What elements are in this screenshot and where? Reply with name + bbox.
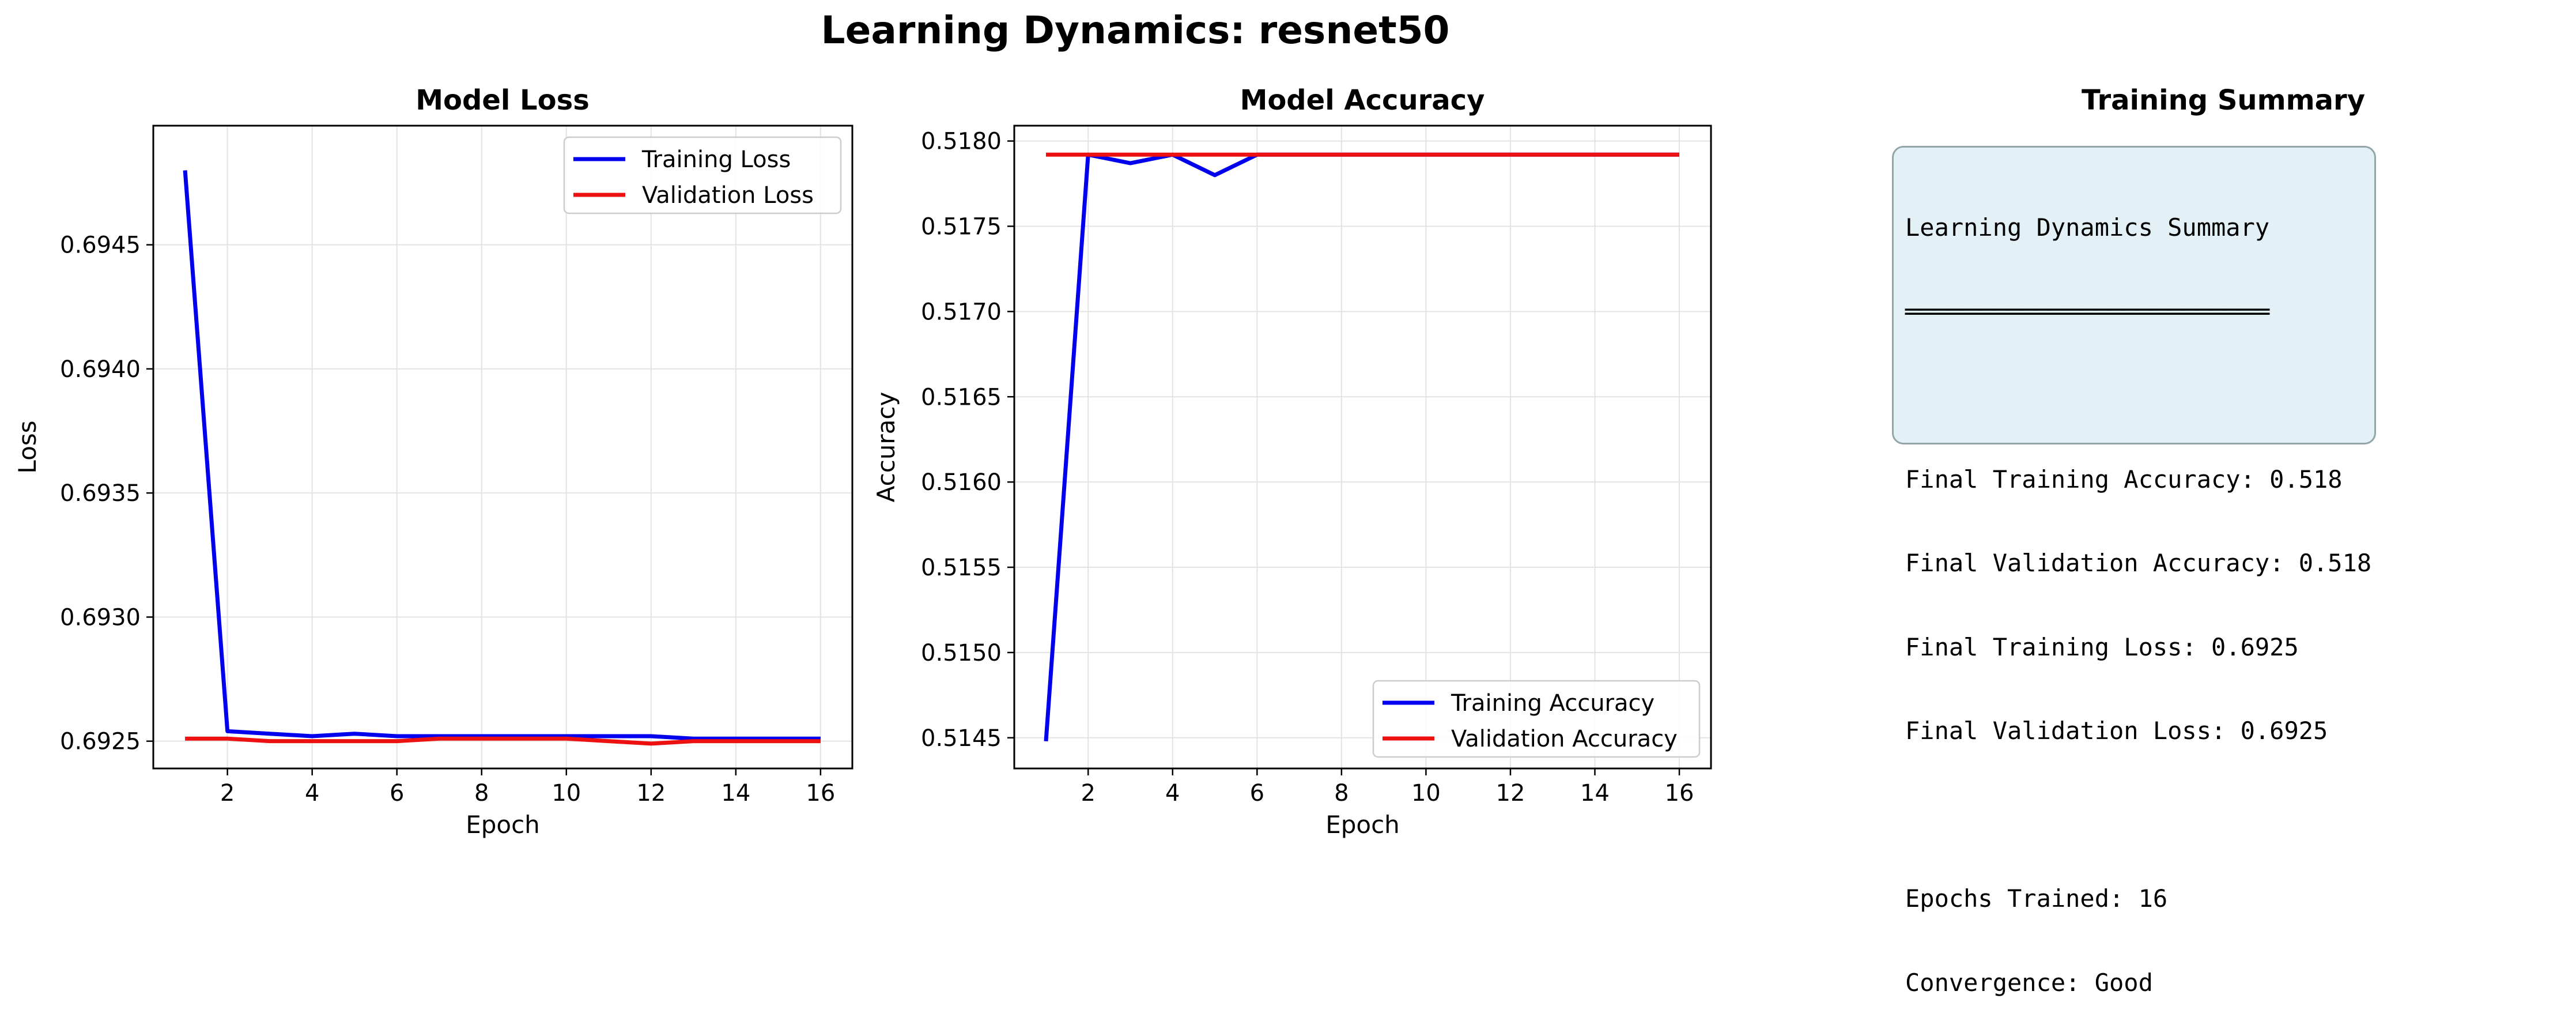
legend-label: Training Accuracy xyxy=(1451,690,1655,717)
x-tick-label: 8 xyxy=(1334,780,1349,807)
legend-label: Validation Loss xyxy=(642,182,814,209)
y-tick-label: 0.6945 xyxy=(60,232,141,259)
training-summary-box: Learning Dynamics Summary ══════════════… xyxy=(1892,146,2376,996)
legend-label: Training Loss xyxy=(641,146,791,173)
summary-line xyxy=(1905,382,2374,410)
summary-line: Final Validation Accuracy: 0.518 xyxy=(1905,549,2372,577)
y-tick-label: 0.5145 xyxy=(921,725,1002,752)
y-tick-label: 0.6925 xyxy=(60,729,141,755)
x-tick-label: 4 xyxy=(305,780,319,807)
y-axis-label: Loss xyxy=(13,420,41,473)
legend-label: Validation Accuracy xyxy=(1451,726,1678,752)
x-tick-label: 14 xyxy=(721,780,750,807)
y-tick-label: 0.5175 xyxy=(921,213,1002,240)
legend-frame xyxy=(1372,680,1701,758)
x-tick-label: 12 xyxy=(636,780,666,807)
x-tick-label: 16 xyxy=(1665,780,1694,807)
training-loss-line xyxy=(183,170,821,741)
y-tick-label: 0.5155 xyxy=(921,555,1002,581)
legend: Training Loss Validation Loss xyxy=(563,136,842,214)
chart-title: Model Loss xyxy=(416,84,590,116)
summary-line xyxy=(1905,801,2374,830)
figure: Learning Dynamics: resnet50 2 4 6 8 10 12 14 16… xyxy=(13,8,2365,839)
summary-line: Epochs Trained: 16 xyxy=(1905,884,2168,913)
y-tick-label: 0.6940 xyxy=(60,356,141,383)
summary-line: Convergence: Good xyxy=(1905,968,2153,997)
summary-line: Final Training Accuracy: 0.518 xyxy=(1905,465,2343,493)
legend-frame xyxy=(563,136,842,214)
validation-loss-line xyxy=(185,736,821,746)
x-tick-label: 14 xyxy=(1580,780,1610,807)
x-tick-label: 2 xyxy=(1081,780,1096,807)
x-tick-label: 6 xyxy=(1250,780,1264,807)
legend: Training Accuracy Validation Accuracy xyxy=(1372,680,1701,758)
x-tick-label: 12 xyxy=(1496,780,1525,807)
chart-title: Model Accuracy xyxy=(1240,84,1485,116)
y-tick-label: 0.5150 xyxy=(921,640,1002,666)
summary-title: Training Summary xyxy=(2082,84,2365,116)
y-tick-label: 0.5180 xyxy=(921,129,1002,155)
y-tick-label: 0.6930 xyxy=(60,604,141,631)
loss-chart: 2 4 6 8 10 12 14 16 0.6925 0.6930 0.6935 0.6940 0.69… xyxy=(13,84,853,839)
x-axis-label: Epoch xyxy=(466,811,540,839)
y-tick-label: 0.5165 xyxy=(921,384,1002,410)
x-tick-label: 2 xyxy=(220,780,235,807)
y-axis-label: Accuracy xyxy=(872,392,900,503)
y-tick-label: 0.6935 xyxy=(60,480,141,507)
training-accuracy-line xyxy=(1044,152,1679,741)
figure-suptitle: Learning Dynamics: resnet50 xyxy=(821,8,1450,52)
summary-line: Final Training Loss: 0.6925 xyxy=(1905,632,2299,661)
axes-frame xyxy=(152,125,853,770)
x-tick-label: 4 xyxy=(1165,780,1180,807)
y-tick-label: 0.5160 xyxy=(921,469,1002,496)
x-tick-label: 10 xyxy=(552,780,581,807)
accuracy-chart: 2 4 6 8 10 12 14 16 0.5145 0.5150 0.5155 0.5160 0.51… xyxy=(872,84,1712,839)
y-tick-label: 0.5170 xyxy=(921,299,1002,325)
axes-frame xyxy=(1013,125,1712,770)
x-tick-label: 8 xyxy=(474,780,489,807)
summary-underline: ═════════════════════════ xyxy=(1905,297,2270,326)
x-axis-label: Epoch xyxy=(1325,811,1400,839)
x-tick-label: 6 xyxy=(390,780,404,807)
x-tick-label: 10 xyxy=(1411,780,1441,807)
summary-line: Final Validation Loss: 0.6925 xyxy=(1905,717,2328,745)
x-tick-label: 16 xyxy=(806,780,835,807)
summary-line: Learning Dynamics Summary xyxy=(1905,213,2270,242)
